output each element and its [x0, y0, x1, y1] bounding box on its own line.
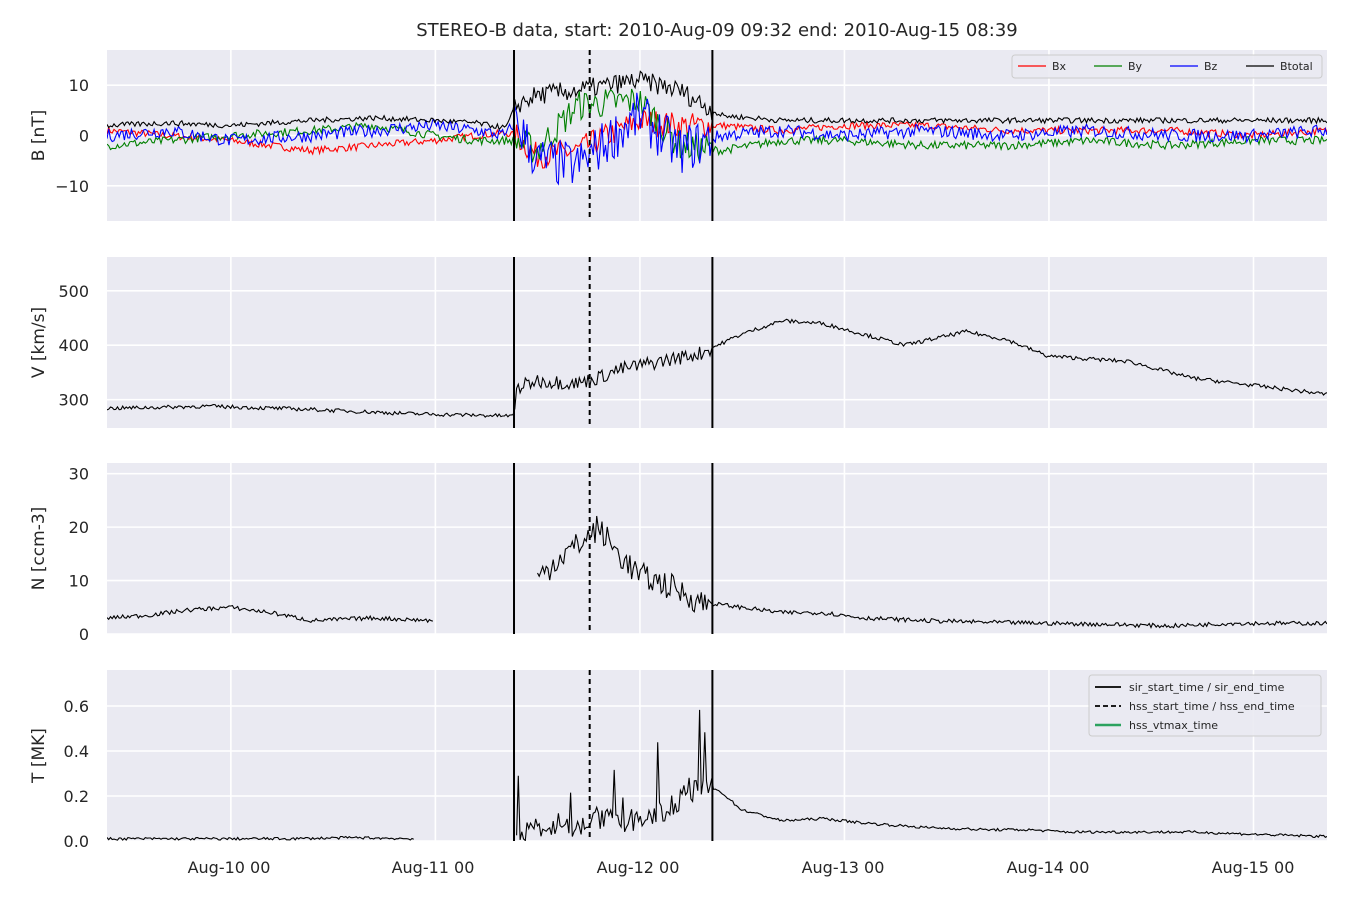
panel-T: 0.0 0.2 0.4 0.6 T [MK] Aug-10 00 Aug-11 00 Aug-…	[29, 670, 1327, 877]
y-axis-label: N [ccm-3]	[29, 507, 49, 591]
y-tick-label: 10	[69, 572, 89, 591]
x-tick-label: Aug-11 00	[392, 858, 475, 877]
series-line-Btotal	[107, 70, 1327, 131]
legend-label: By	[1128, 60, 1143, 73]
x-tick-label: Aug-14 00	[1007, 858, 1090, 877]
series-line-Bx	[107, 108, 1327, 169]
legend-label: Bz	[1204, 60, 1218, 73]
y-tick-label: 30	[69, 465, 89, 484]
legend-label: Btotal	[1280, 60, 1313, 73]
y-tick-label: 500	[58, 282, 89, 301]
y-tick-label: 0.2	[64, 787, 89, 806]
legend-label: Bx	[1052, 60, 1067, 73]
legend-T: sir_start_time / sir_end_time hss_start_t…	[1088, 674, 1322, 737]
y-tick-label: 0.0	[64, 832, 89, 851]
figure-title: STEREO-B data, start: 2010-Aug-09 09:32 …	[416, 20, 1017, 41]
legend-label: sir_start_time / sir_end_time	[1129, 681, 1285, 694]
y-tick-label: 0	[79, 127, 89, 146]
y-tick-label: 300	[58, 391, 89, 410]
y-axis-label: V [km/s]	[29, 307, 49, 378]
legend-box	[1011, 54, 1323, 79]
panel-N: 0 10 20 30 N [ccm-3]	[29, 463, 1327, 644]
y-tick-label: 0.4	[64, 742, 89, 761]
legend-label: hss_start_time / hss_end_time	[1129, 700, 1295, 713]
panel-V: 300 400 500 V [km/s]	[29, 257, 1327, 428]
series-line-Bz	[107, 92, 1327, 186]
y-axis-label: T [MK]	[29, 728, 49, 784]
y-tick-label: −10	[55, 177, 89, 196]
legend-B: Bx By Bz Btotal	[1011, 54, 1323, 79]
plot-area	[107, 257, 1327, 428]
series-line-T	[107, 709, 1327, 841]
series-line-N	[107, 515, 1327, 629]
series-line-V	[107, 318, 1327, 418]
x-tick-label: Aug-10 00	[188, 858, 271, 877]
x-tick-label: Aug-12 00	[597, 858, 680, 877]
x-tick-label: Aug-15 00	[1212, 858, 1295, 877]
series-line-By	[107, 88, 1327, 163]
plot-area	[107, 463, 1327, 634]
y-axis-label: B [nT]	[29, 110, 49, 162]
y-tick-label: 0	[79, 625, 89, 644]
y-tick-label: 400	[58, 336, 89, 355]
y-tick-label: 20	[69, 518, 89, 537]
legend-label: hss_vtmax_time	[1129, 719, 1218, 732]
legend-box	[1088, 674, 1322, 737]
y-tick-label: 0.6	[64, 697, 89, 716]
panel-B: −10 0 10 B [nT] Bx By Bz Btotal	[29, 50, 1327, 221]
x-tick-label: Aug-13 00	[802, 858, 885, 877]
y-tick-label: 10	[69, 76, 89, 95]
